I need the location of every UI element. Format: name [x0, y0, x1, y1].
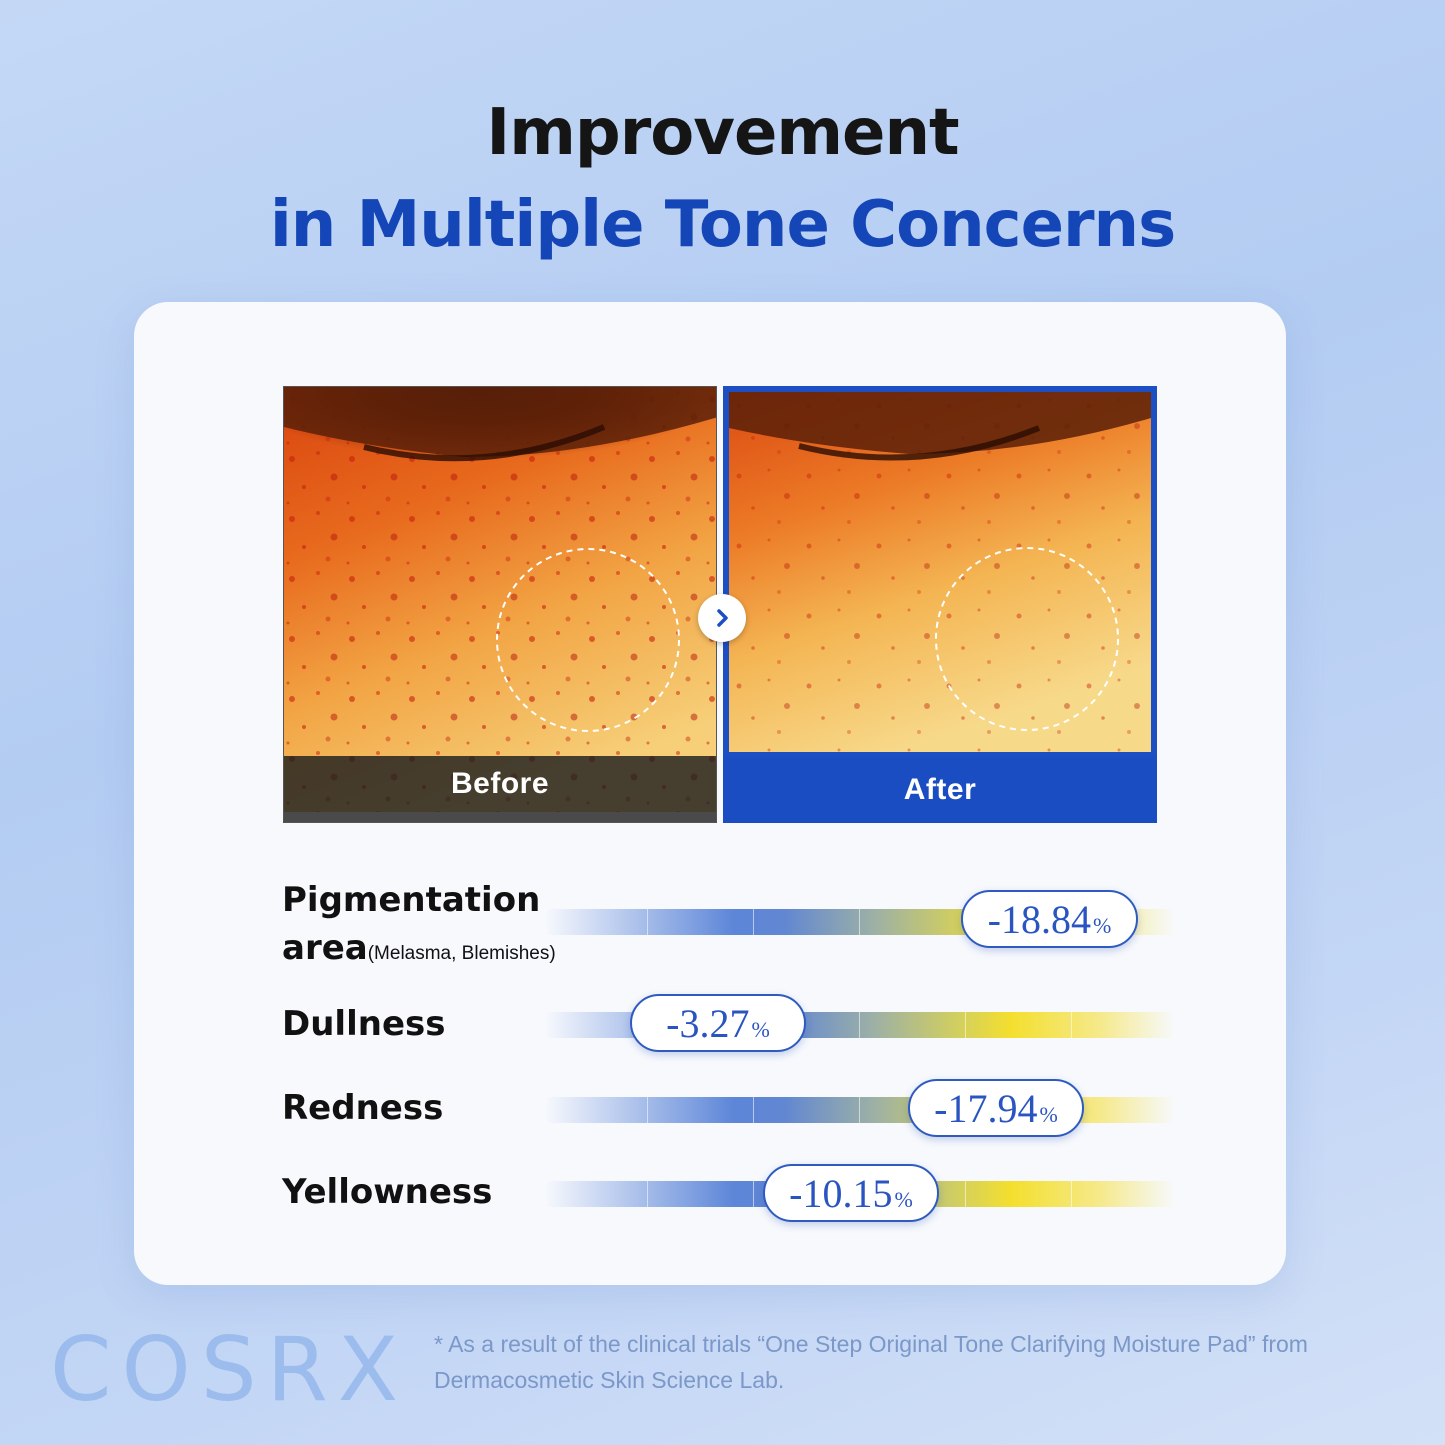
footnote: * As a result of the clinical trials “On…	[434, 1331, 1308, 1393]
before-photo: Before	[283, 386, 717, 823]
metric-label-pigmentation-line2: area	[282, 928, 368, 968]
metric-label-pigmentation-line1: Pigmentation	[282, 880, 541, 920]
before-label: Before	[284, 756, 716, 822]
metric-value-dullness: -3.27%	[630, 994, 806, 1052]
metric-sublabel-pigmentation: (Melasma, Blemishes)	[367, 943, 556, 964]
metric-label-dullness: Dullness	[282, 1004, 446, 1044]
after-label: After	[723, 757, 1157, 823]
before-skin-image	[284, 387, 716, 822]
brand-logo: COSRX	[50, 1318, 408, 1421]
after-skin-image	[729, 392, 1151, 752]
metric-value-redness: -17.94%	[908, 1079, 1084, 1137]
headline-line2: in Multiple Tone Concerns	[269, 188, 1176, 262]
results-card: Before	[134, 302, 1286, 1285]
chevron-right-icon	[698, 594, 746, 642]
headline-line1: Improvement	[486, 96, 959, 170]
metric-label-pigmentation: Pigmentation area(Melasma, Blemishes)	[282, 876, 556, 978]
metric-value-pigmentation: -18.84%	[961, 890, 1138, 948]
metric-value-yellowness: -10.15%	[763, 1164, 939, 1222]
after-photo: After	[723, 386, 1157, 823]
metric-label-yellowness: Yellowness	[282, 1172, 493, 1212]
metric-label-redness: Redness	[282, 1088, 444, 1128]
